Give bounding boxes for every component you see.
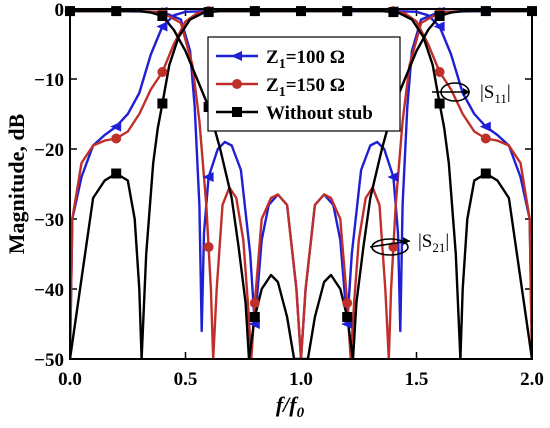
data-point: [111, 6, 122, 17]
legend-entry-sub: 1: [279, 85, 286, 100]
legend-entry-sub: 1: [279, 57, 286, 72]
tick-labels: 0.0 0.5 1.0 1.5 2.0 0 −10 −20 −30 −40 −50: [34, 0, 544, 390]
x-tick-label: 1.0: [289, 369, 313, 390]
x-axis-label-sub: 0: [297, 405, 305, 421]
data-point: [342, 312, 353, 322]
data-point: [110, 121, 122, 132]
y-tick-label: −50: [34, 350, 64, 371]
annotation-label: |S21|: [418, 231, 449, 255]
y-tick-label: −20: [34, 140, 64, 161]
series-line-s11: [70, 9, 532, 359]
data-point: [249, 6, 260, 17]
data-point: [203, 7, 214, 18]
annotations: |S11||S21|: [369, 82, 511, 256]
y-tick-label: −40: [34, 280, 64, 301]
annotation-label-sub: 11: [494, 91, 507, 106]
legend-entry-suffix: =100 Ω: [286, 47, 345, 68]
data-point: [157, 67, 168, 77]
data-point: [434, 98, 445, 109]
annotation-arrowhead: [403, 237, 410, 245]
annotation-label-main: |S: [480, 82, 494, 103]
data-point: [157, 98, 168, 109]
x-axis-label: f/f0: [276, 392, 305, 421]
y-tick-label: −30: [34, 210, 64, 231]
data-point: [111, 168, 122, 179]
data-point: [111, 133, 122, 144]
series-line-s11: [70, 9, 532, 359]
annotation-label: |S11|: [480, 82, 511, 106]
annotation-label-main: |S: [418, 231, 432, 252]
data-point: [156, 21, 168, 32]
annotation-arrowhead: [463, 88, 470, 96]
series-line-s11: [70, 9, 532, 359]
data-point: [342, 298, 353, 308]
annotation-label-suffix: |: [445, 231, 449, 252]
plot-frame: [69, 8, 533, 360]
data-point: [433, 21, 445, 32]
data-point: [434, 11, 445, 21]
data-point: [203, 242, 214, 252]
data-point: [479, 121, 491, 132]
x-tick-label: 0.5: [174, 369, 198, 390]
data-point: [249, 298, 260, 308]
data-point: [231, 51, 242, 61]
legend-entry-label: Z1=100 Ω: [266, 47, 345, 72]
annotation-label-suffix: |: [507, 82, 511, 103]
data-point: [434, 67, 445, 77]
legend-entry-label: Z1=150 Ω: [266, 75, 345, 100]
data-point: [387, 172, 399, 182]
x-tick-label: 1.5: [405, 369, 429, 390]
y-tick-label: 0: [55, 0, 65, 21]
data-point: [480, 168, 491, 179]
data-point: [232, 79, 242, 89]
x-tick-label: 0.0: [58, 369, 82, 390]
data-point: [296, 6, 306, 17]
data-point: [232, 107, 242, 117]
data-point: [157, 11, 168, 21]
data-point: [480, 6, 491, 17]
x-axis-label-main: f/f: [276, 392, 299, 417]
x-tick-label: 2.0: [520, 369, 544, 390]
legend-entry-name: Z: [266, 47, 279, 68]
legend-entry-suffix: =150 Ω: [286, 75, 345, 96]
legend-entry-label: Without stub: [266, 103, 373, 124]
data-point: [388, 7, 399, 18]
data-point: [342, 6, 353, 17]
legend-entry-name: Z: [266, 75, 279, 96]
data-point: [202, 172, 214, 182]
annotation-label-sub: 21: [432, 240, 445, 255]
data-point: [249, 312, 260, 322]
legend-entry-name: Without stub: [266, 103, 373, 124]
y-tick-label: −10: [34, 70, 64, 91]
data-point: [480, 133, 491, 144]
y-axis-label: Magnitude, dB: [4, 113, 29, 254]
